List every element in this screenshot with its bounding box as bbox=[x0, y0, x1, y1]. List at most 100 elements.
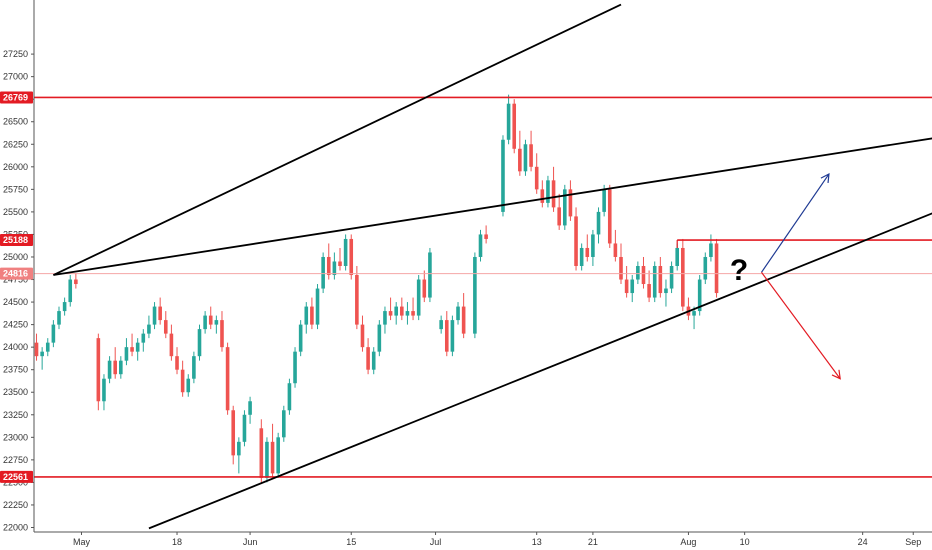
candle-body bbox=[276, 437, 280, 474]
candle bbox=[422, 270, 427, 303]
candle-body bbox=[158, 306, 162, 321]
candle bbox=[180, 360, 185, 397]
y-tick-label: 23250 bbox=[3, 410, 28, 420]
candle bbox=[568, 180, 573, 221]
candle bbox=[355, 266, 359, 330]
candle-body bbox=[124, 347, 129, 361]
candle-body bbox=[636, 266, 640, 280]
candle-body bbox=[107, 360, 112, 379]
candle-body bbox=[197, 329, 202, 357]
candle bbox=[203, 311, 207, 334]
candle bbox=[641, 256, 646, 289]
question-mark-annotation: ? bbox=[730, 254, 748, 287]
y-tick-label: 26000 bbox=[3, 162, 28, 172]
candle bbox=[501, 135, 505, 217]
candle-body bbox=[186, 378, 191, 393]
y-tick-label: 22750 bbox=[3, 455, 28, 465]
candle bbox=[411, 297, 415, 321]
candle-body bbox=[113, 360, 117, 375]
price-tag-box bbox=[0, 91, 33, 104]
candle bbox=[158, 297, 162, 325]
x-tick-label: Aug bbox=[680, 537, 696, 547]
candle bbox=[596, 207, 601, 244]
candle bbox=[338, 247, 342, 271]
candle bbox=[619, 243, 623, 285]
candle-body bbox=[310, 306, 314, 325]
candle bbox=[428, 247, 432, 303]
candle-body bbox=[473, 256, 477, 334]
x-axis-background bbox=[0, 532, 932, 550]
candle bbox=[326, 243, 331, 280]
candle bbox=[298, 320, 303, 357]
candle-body bbox=[169, 333, 174, 357]
candle bbox=[214, 315, 219, 334]
candle bbox=[147, 315, 151, 339]
candle-body bbox=[242, 414, 247, 442]
arrow-head bbox=[820, 172, 830, 184]
candle bbox=[591, 229, 595, 266]
candle-body bbox=[563, 189, 567, 226]
trend-line bbox=[53, 137, 932, 276]
candle-body bbox=[214, 320, 219, 325]
candle-body bbox=[394, 306, 398, 316]
candle bbox=[540, 180, 545, 208]
candle-body bbox=[141, 333, 146, 343]
candle-body bbox=[135, 342, 140, 352]
candle-body bbox=[237, 441, 241, 456]
candle-body bbox=[293, 351, 297, 384]
y-tick-label: 23750 bbox=[3, 365, 28, 375]
candle bbox=[636, 261, 640, 285]
levels-layer bbox=[34, 96, 932, 478]
candle bbox=[192, 351, 196, 384]
candle bbox=[703, 252, 708, 285]
candle-body bbox=[51, 324, 56, 343]
price-tag: 24816 bbox=[0, 267, 33, 280]
x-axis: May 18 Jun 15 Jul 13 21 Aug 10 24 Sep bbox=[0, 531, 932, 550]
candle bbox=[484, 225, 488, 244]
candle-body bbox=[501, 139, 505, 212]
candle bbox=[478, 229, 483, 262]
candle-body bbox=[641, 266, 646, 285]
candle-body bbox=[360, 324, 365, 348]
candle-body bbox=[444, 320, 449, 352]
candle-body bbox=[192, 356, 196, 379]
candle bbox=[473, 252, 477, 339]
candle-body bbox=[624, 279, 629, 294]
x-tick-label: 15 bbox=[346, 537, 356, 547]
y-tick-label: 24250 bbox=[3, 320, 28, 330]
arrow-shaft bbox=[761, 271, 841, 380]
candle-body bbox=[506, 103, 511, 140]
candle bbox=[96, 333, 101, 411]
candle bbox=[321, 252, 325, 294]
candle-body bbox=[551, 180, 556, 208]
candle-body bbox=[714, 243, 719, 294]
candle bbox=[237, 437, 241, 474]
candle bbox=[692, 306, 696, 330]
candle bbox=[658, 256, 663, 298]
candle-body bbox=[416, 279, 421, 316]
candle-body bbox=[282, 410, 286, 438]
candle-body bbox=[102, 378, 106, 402]
candle bbox=[152, 302, 157, 330]
candle-body bbox=[231, 410, 236, 456]
candle bbox=[62, 297, 67, 316]
candle bbox=[287, 378, 292, 415]
candle bbox=[377, 320, 382, 357]
candle bbox=[293, 347, 297, 388]
y-tick-label: 26500 bbox=[3, 117, 28, 127]
candle bbox=[45, 338, 50, 357]
candle bbox=[259, 419, 264, 483]
candle bbox=[169, 324, 174, 361]
candle-body bbox=[664, 288, 668, 294]
candle-body bbox=[675, 247, 679, 266]
candle-body bbox=[613, 243, 618, 257]
candle-body bbox=[298, 324, 303, 352]
candle-body bbox=[74, 279, 78, 285]
candle bbox=[439, 315, 443, 334]
candle-body bbox=[208, 315, 213, 325]
candle-body bbox=[287, 383, 292, 411]
candle bbox=[74, 273, 78, 289]
candle-body bbox=[630, 279, 635, 294]
candle-body bbox=[355, 275, 359, 325]
